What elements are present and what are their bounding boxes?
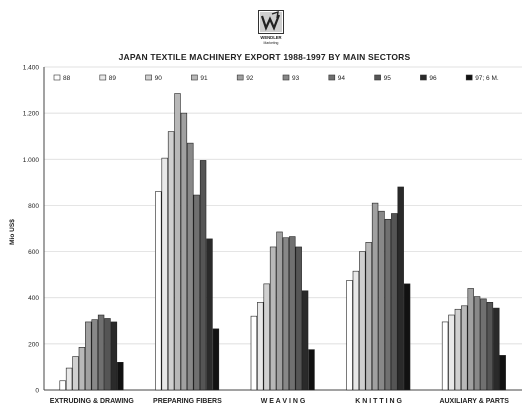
bar xyxy=(493,307,500,391)
bar xyxy=(257,302,264,391)
legend-swatch xyxy=(53,74,61,81)
bar xyxy=(365,242,372,391)
bar xyxy=(448,314,455,391)
y-tick-label: 1.200 xyxy=(23,111,40,118)
legend-label: 95 xyxy=(384,75,392,82)
bar xyxy=(117,362,124,391)
bar xyxy=(104,318,111,391)
bar xyxy=(397,186,404,391)
bar xyxy=(250,315,258,391)
y-tick-label: 200 xyxy=(28,341,39,348)
y-axis-label: Mio US$ xyxy=(9,219,16,245)
legend-swatch xyxy=(374,74,381,81)
svg-text:Marketing: Marketing xyxy=(264,41,279,45)
legend-swatch xyxy=(282,74,290,81)
bar xyxy=(441,321,449,391)
bar xyxy=(346,280,353,391)
y-tick-label: 0 xyxy=(35,388,39,395)
bar xyxy=(391,213,398,391)
bar xyxy=(480,298,487,391)
bar xyxy=(473,296,481,391)
bar xyxy=(97,314,105,391)
legend-swatch xyxy=(328,74,336,81)
bar xyxy=(276,231,283,391)
bar xyxy=(263,283,270,391)
bar xyxy=(199,160,207,391)
category-label: AUXILIARY & PARTS xyxy=(439,398,509,405)
legend-label: 94 xyxy=(338,75,346,82)
legend-label: 93 xyxy=(292,75,300,82)
bar xyxy=(72,356,79,391)
y-tick-label: 600 xyxy=(28,249,39,256)
bar xyxy=(212,328,220,391)
bar xyxy=(467,288,474,391)
bar xyxy=(180,112,188,391)
legend-label: 97; 6 M. xyxy=(475,75,499,82)
bar xyxy=(308,349,315,391)
legend-swatch xyxy=(99,74,107,81)
y-tick-label: 1.400 xyxy=(23,65,40,72)
bar xyxy=(187,142,194,391)
legend-swatch xyxy=(465,74,473,81)
legend-label: 92 xyxy=(246,75,254,82)
legend-label: 96 xyxy=(429,75,437,82)
bar xyxy=(352,270,360,391)
bar xyxy=(269,246,277,391)
bar xyxy=(378,210,385,391)
legend-label: 90 xyxy=(155,75,163,82)
bar xyxy=(193,194,200,391)
bar xyxy=(174,93,181,391)
svg-text:WENDLER: WENDLER xyxy=(260,35,281,40)
bar xyxy=(359,251,366,391)
bar xyxy=(384,218,392,391)
bar xyxy=(454,308,462,391)
bar xyxy=(371,202,379,391)
plot-area: 0 200 400 600 800 1.000 1.200 1.400 88 89 90 91 92 93… xyxy=(23,65,522,405)
legend-swatch xyxy=(191,74,198,81)
chart-title: JAPAN TEXTILE MACHINERY EXPORT 1988-1997… xyxy=(118,52,411,62)
bar xyxy=(65,367,73,391)
bar xyxy=(206,238,213,391)
bar xyxy=(91,319,98,391)
legend-swatch xyxy=(236,74,244,81)
category-label: PREPARING FIBERS xyxy=(153,398,222,405)
bar xyxy=(289,236,296,391)
bar xyxy=(167,131,175,391)
wendler-logo: WENDLER Marketing xyxy=(258,10,284,46)
bar xyxy=(161,157,168,391)
bar xyxy=(110,321,118,391)
category-label: K N I T T I N G xyxy=(355,398,402,405)
bar xyxy=(301,290,309,391)
category-label: EXTRUDING & DRAWING xyxy=(50,398,135,405)
y-tick-label: 800 xyxy=(28,203,39,210)
bar xyxy=(461,305,468,391)
bar xyxy=(155,191,162,391)
bar xyxy=(78,347,86,391)
legend-label: 91 xyxy=(200,75,208,82)
bar xyxy=(403,283,411,391)
y-tick-label: 1.000 xyxy=(23,157,40,164)
bar xyxy=(59,380,66,391)
bar xyxy=(295,246,302,391)
legend-swatch xyxy=(145,74,152,81)
bar xyxy=(85,321,92,391)
bar xyxy=(499,355,506,391)
bar xyxy=(282,237,290,391)
y-tick-label: 400 xyxy=(28,295,39,302)
bar xyxy=(486,302,494,391)
category-label: W E A V I N G xyxy=(261,398,306,405)
legend-label: 89 xyxy=(109,75,117,82)
legend-label: 88 xyxy=(63,75,71,82)
legend-swatch xyxy=(420,74,427,81)
